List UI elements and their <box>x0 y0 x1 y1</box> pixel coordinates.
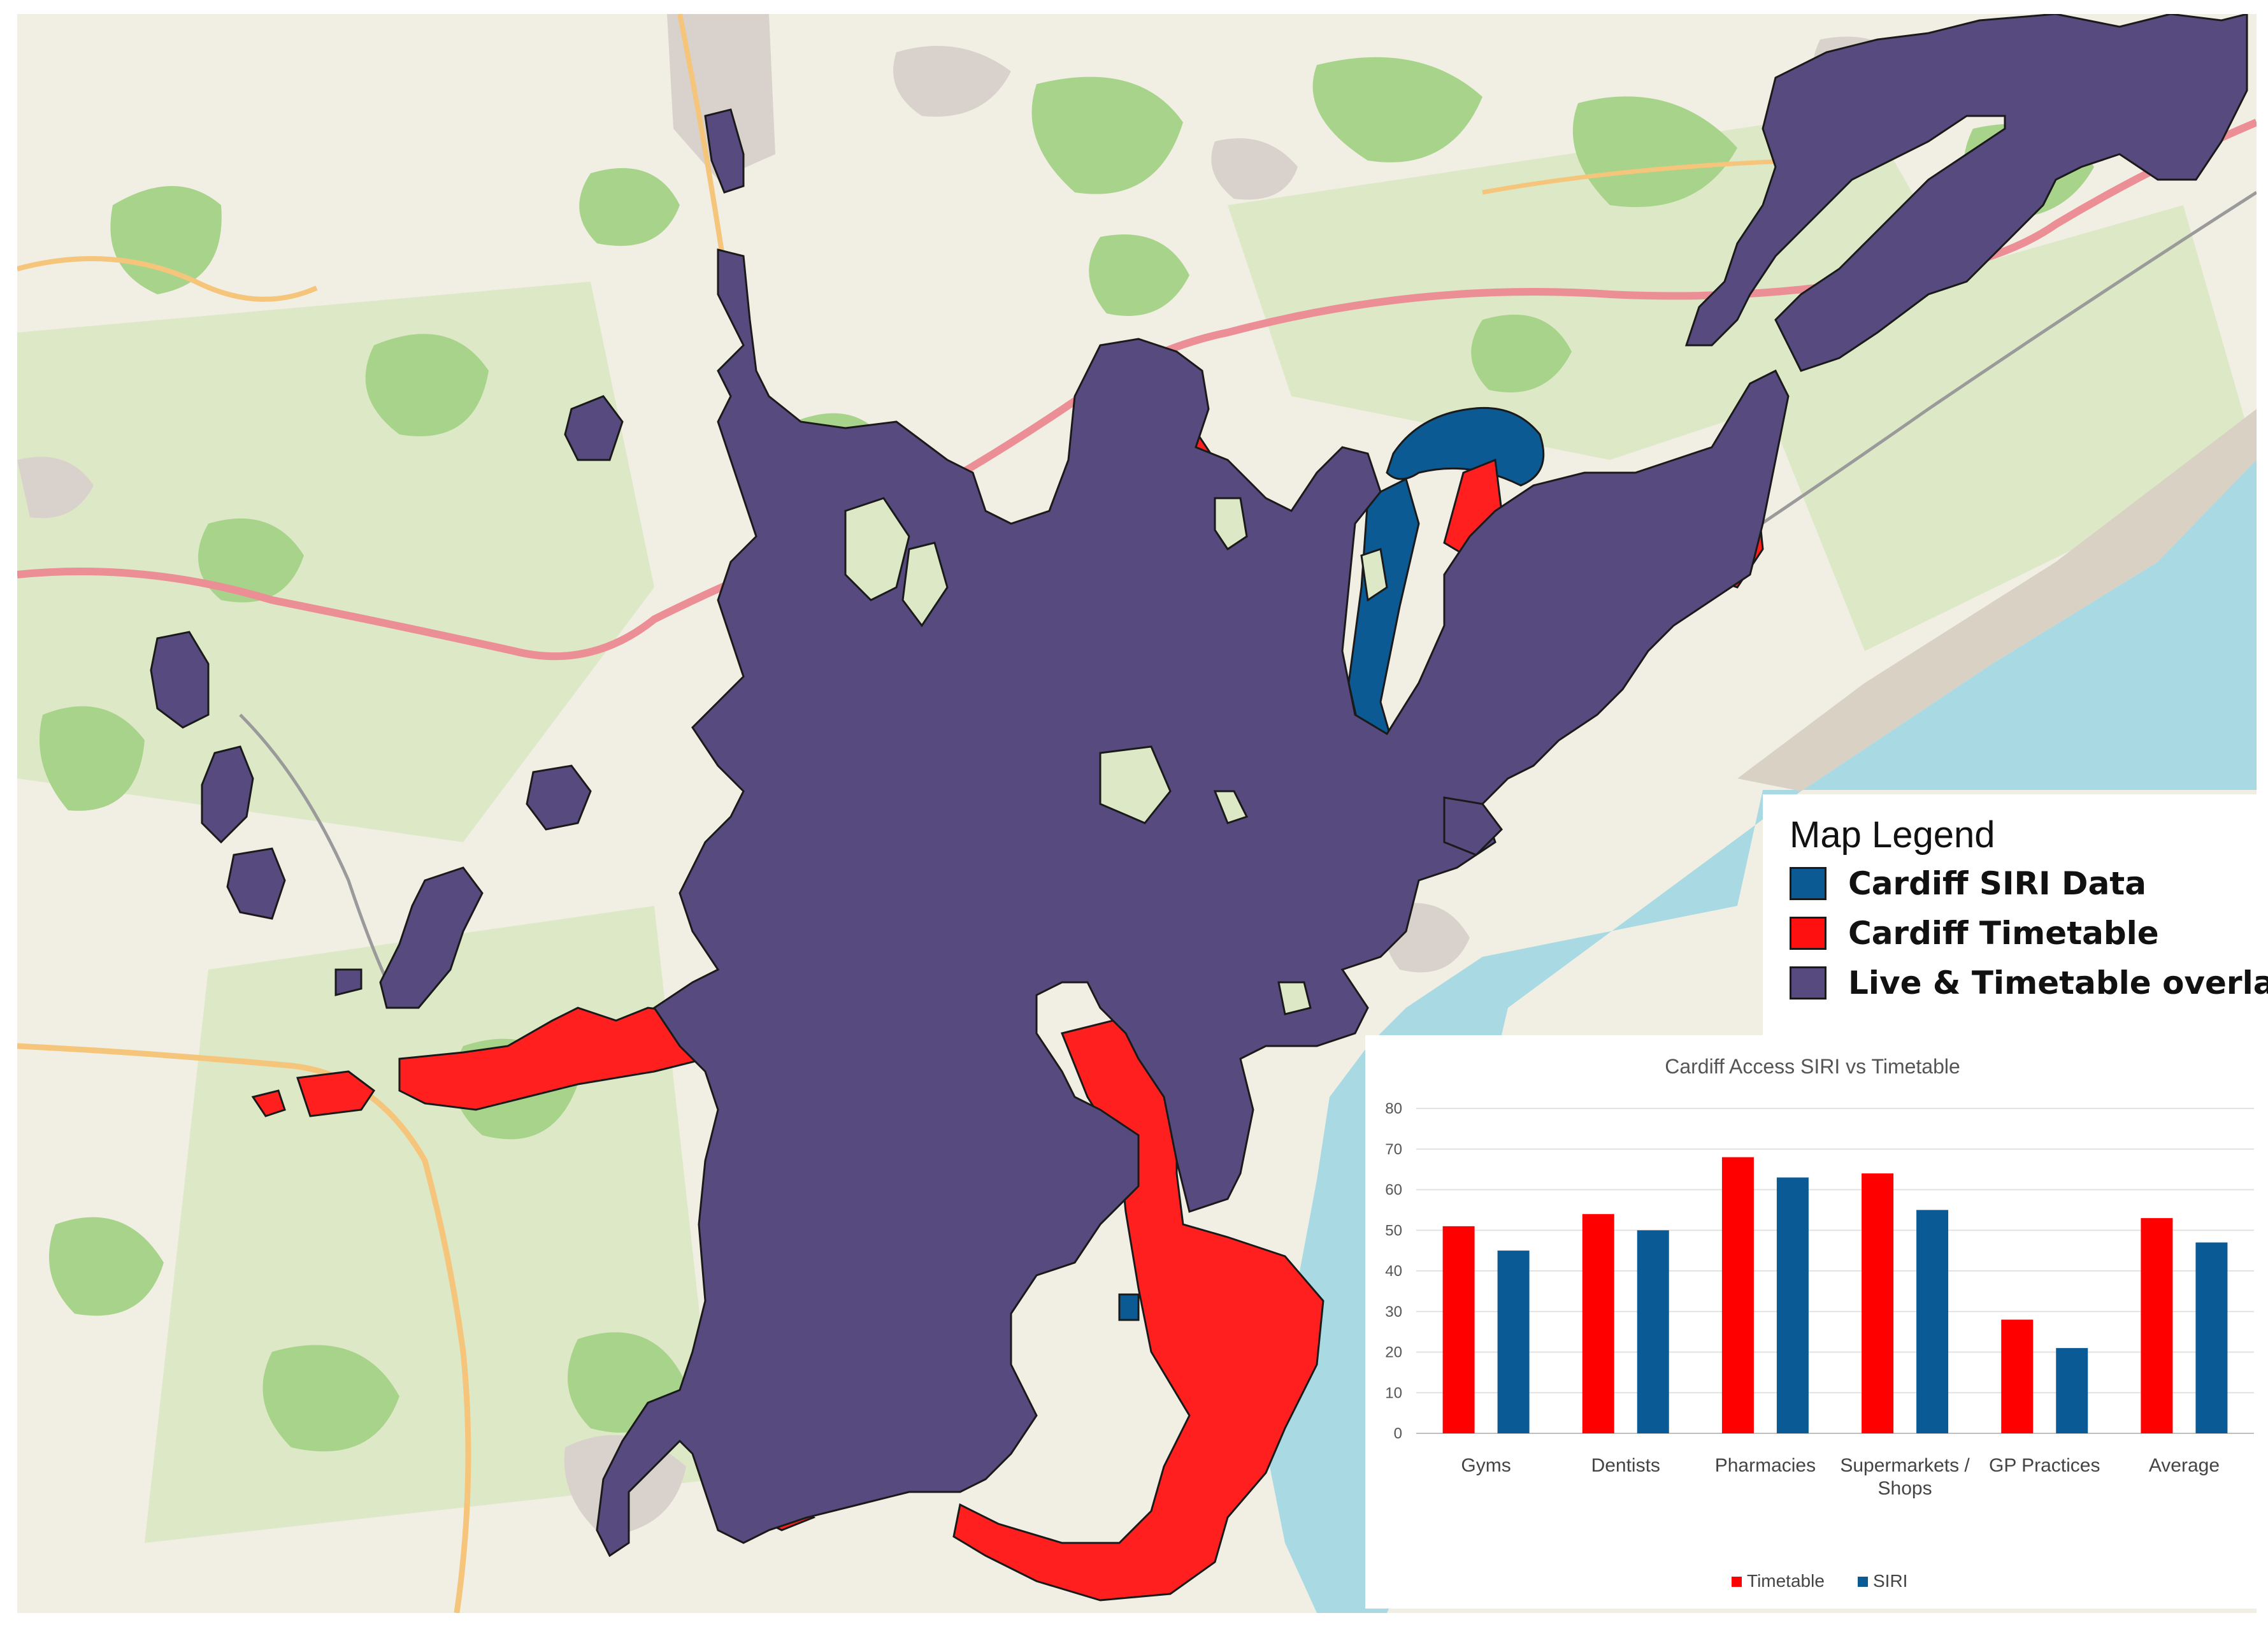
bar-siri-1 <box>1637 1230 1669 1433</box>
y-tick-label: 60 <box>1385 1182 1402 1199</box>
legend-item-timetable: Cardiff Timetable <box>1790 914 2159 952</box>
bars <box>1442 1157 2228 1433</box>
y-tick-label: 40 <box>1385 1263 1402 1280</box>
category-label: Gyms <box>1461 1455 1511 1476</box>
cardiff-accessibility-figure: Map Legend Cardiff SIRI Data Cardiff Tim… <box>17 14 2268 1613</box>
category-label: Supermarkets / <box>1840 1455 1970 1476</box>
bar-timetable-1 <box>1582 1214 1614 1433</box>
legend-label-overlap: Live & Timetable overlap <box>1848 964 2268 1001</box>
bar-timetable-4 <box>2001 1319 2034 1433</box>
y-tick-label: 20 <box>1385 1344 1402 1361</box>
bar-siri-3 <box>1916 1210 1949 1433</box>
bar-timetable-2 <box>1721 1157 1754 1433</box>
chart-legend: Timetable SIRI <box>1732 1571 1907 1591</box>
legend-swatch-timetable <box>1790 917 1827 950</box>
y-tick-label: 30 <box>1385 1303 1402 1321</box>
bar-siri-2 <box>1776 1177 1809 1433</box>
bar-timetable-0 <box>1442 1226 1475 1433</box>
y-axis-ticks: 0 10 20 30 40 50 60 70 80 <box>1385 1100 1402 1442</box>
bar-timetable-5 <box>2141 1218 2173 1433</box>
y-tick-label: 80 <box>1385 1100 1402 1117</box>
legend-swatch-siri <box>1858 1577 1868 1587</box>
gridlines <box>1416 1108 2254 1434</box>
bar-siri-5 <box>2195 1242 2228 1433</box>
map-legend: Map Legend Cardiff SIRI Data Cardiff Tim… <box>1763 794 2268 1040</box>
bar-siri-0 <box>1497 1251 1530 1433</box>
category-label: GP Practices <box>1989 1455 2100 1476</box>
legend-label-siri: Cardiff SIRI Data <box>1848 865 2146 902</box>
bar-timetable-3 <box>1862 1173 1894 1433</box>
legend-item-overlap: Live & Timetable overlap <box>1790 964 2268 1002</box>
bar-siri-4 <box>2056 1348 2088 1433</box>
legend-swatch-timetable <box>1732 1577 1742 1587</box>
legend-title: Map Legend <box>1790 814 1995 856</box>
legend-label-timetable: Cardiff Timetable <box>1848 915 2159 952</box>
y-tick-label: 50 <box>1385 1222 1402 1239</box>
category-label: Shops <box>1878 1478 1932 1499</box>
y-tick-label: 70 <box>1385 1141 1402 1158</box>
access-chart-panel: Cardiff Access SIRI vs Timetable 0 10 20 30… <box>1365 1035 2260 1609</box>
isochrone-gaps <box>844 497 1388 1015</box>
category-label: Pharmacies <box>1715 1455 1816 1476</box>
x-axis-categories: Gyms Dentists Pharmacies Supermarkets /Shop… <box>1461 1455 2220 1499</box>
category-label: Dentists <box>1591 1455 1660 1476</box>
y-tick-label: 10 <box>1385 1384 1402 1401</box>
category-label: Average <box>2149 1455 2220 1476</box>
legend-swatch-overlap <box>1790 966 1827 1000</box>
y-tick-label: 0 <box>1394 1425 1402 1442</box>
legend-label-siri: SIRI <box>1873 1571 1907 1591</box>
legend-item-siri: Cardiff SIRI Data <box>1790 864 2146 903</box>
access-bar-chart: Cardiff Access SIRI vs Timetable 0 10 20 30… <box>1385 1055 2254 1591</box>
sea <box>1266 434 2257 1613</box>
mudflats <box>1737 409 2257 791</box>
legend-label-timetable: Timetable <box>1747 1571 1825 1591</box>
chart-title: Cardiff Access SIRI vs Timetable <box>1665 1055 1960 1078</box>
legend-swatch-siri <box>1790 867 1827 900</box>
